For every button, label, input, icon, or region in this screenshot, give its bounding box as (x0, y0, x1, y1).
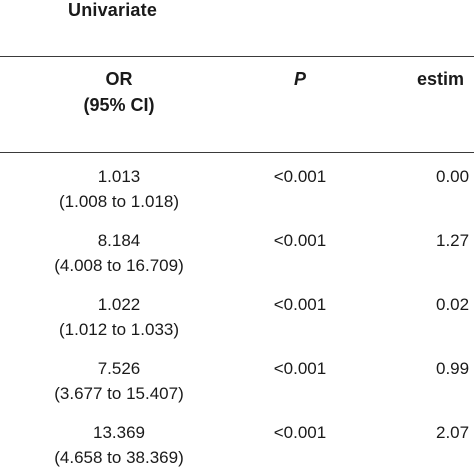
or-cell: 13.369 (4.658 to 38.369) (44, 420, 194, 470)
ci-value: (3.677 to 15.407) (54, 384, 184, 403)
or-cell: 1.022 (1.012 to 1.033) (44, 292, 194, 342)
p-value: <0.001 (273, 231, 327, 250)
p-value: <0.001 (273, 359, 327, 378)
or-value: 7.526 (97, 359, 141, 378)
header-bottom-rule (0, 152, 474, 153)
ci-value: (4.008 to 16.709) (54, 256, 184, 275)
or-value: 1.013 (97, 167, 141, 186)
estimate-value: 1.27 (436, 231, 470, 250)
estimate-value: 0.99 (436, 359, 470, 378)
column-header-or-label: OR (105, 69, 133, 89)
section-title: Univariate (68, 0, 158, 20)
column-header-estimate: estim (417, 69, 465, 89)
table-row: 1.022 (1.012 to 1.033) <0.001 0.02 (0, 292, 474, 356)
or-cell: 1.013 (1.008 to 1.018) (44, 164, 194, 214)
table-row: 1.013 (1.008 to 1.018) <0.001 0.00 (0, 164, 474, 228)
table-row: 13.369 (4.658 to 38.369) <0.001 2.07 (0, 420, 474, 474)
or-value: 1.022 (97, 295, 141, 314)
ci-value: (1.012 to 1.033) (58, 320, 180, 339)
estimate-value: 0.02 (436, 295, 470, 314)
or-cell: 8.184 (4.008 to 16.709) (44, 228, 194, 278)
estimate-value: 0.00 (436, 167, 470, 186)
column-header-or: OR (95% CI) (44, 66, 194, 118)
or-value: 8.184 (97, 231, 141, 250)
table-row: 8.184 (4.008 to 16.709) <0.001 1.27 (0, 228, 474, 292)
header-top-rule (0, 56, 474, 57)
column-header-ci-label: (95% CI) (83, 95, 155, 115)
p-value: <0.001 (273, 295, 327, 314)
table-row: 7.526 (3.677 to 15.407) <0.001 0.99 (0, 356, 474, 420)
or-cell: 7.526 (3.677 to 15.407) (44, 356, 194, 406)
or-value: 13.369 (93, 423, 145, 442)
ci-value: (4.658 to 38.369) (54, 448, 184, 467)
estimate-value: 2.07 (436, 423, 470, 442)
ci-value: (1.008 to 1.018) (58, 192, 180, 211)
p-value: <0.001 (273, 423, 327, 442)
p-value: <0.001 (273, 167, 327, 186)
column-header-p: P (293, 69, 306, 89)
